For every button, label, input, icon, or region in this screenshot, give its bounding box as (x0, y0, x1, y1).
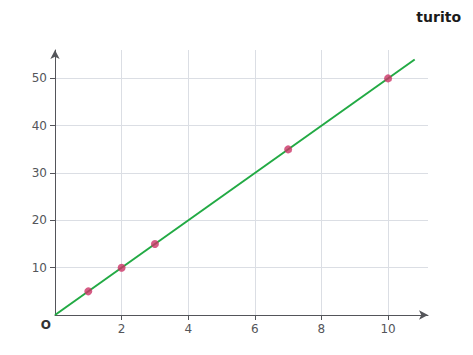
svg-text:30: 30 (32, 166, 47, 180)
svg-text:4: 4 (184, 322, 192, 336)
svg-text:8: 8 (318, 322, 326, 336)
svg-text:10: 10 (32, 261, 47, 275)
svg-text:10: 10 (380, 322, 395, 336)
svg-text:turito: turito (416, 9, 461, 25)
svg-text:2: 2 (118, 322, 126, 336)
svg-text:40: 40 (32, 119, 47, 133)
svg-text:50: 50 (32, 71, 47, 85)
svg-text:O: O (41, 318, 51, 332)
svg-text:20: 20 (32, 213, 47, 227)
svg-text:6: 6 (251, 322, 259, 336)
